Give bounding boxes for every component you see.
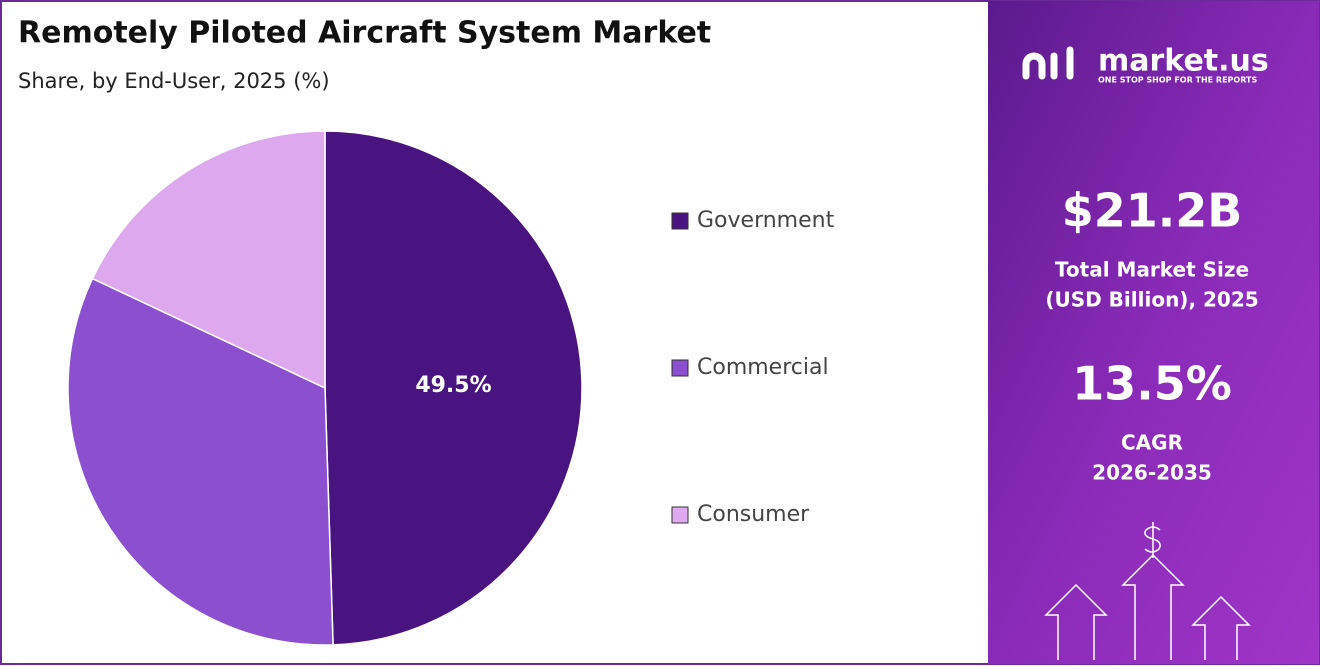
legend-label: Government <box>697 208 835 233</box>
legend-label: Consumer <box>697 502 810 527</box>
market-size: $21.2B <box>1062 184 1243 238</box>
legend-swatch <box>671 359 689 377</box>
cagr: 13.5% <box>1072 357 1232 411</box>
pie-slice <box>67 277 334 646</box>
cagr-label: 2026-2035 <box>1092 461 1212 485</box>
market-size-label: (USD Billion), 2025 <box>1045 288 1258 312</box>
legend-swatch <box>671 212 689 230</box>
data-label: 49.5% <box>415 373 491 398</box>
chart-title: Remotely Piloted Aircraft System Market <box>18 16 711 51</box>
pie-slice <box>91 130 326 390</box>
arrows-decoration <box>1044 522 1251 660</box>
market-size-label: Total Market Size <box>1055 258 1249 282</box>
logo: market.us <box>1098 44 1269 79</box>
pie: 49.5% <box>67 130 583 646</box>
cagr-label: CAGR <box>1121 431 1183 455</box>
legend-label: Commercial <box>697 355 829 380</box>
tagline: ONE STOP SHOP FOR THE REPORTS <box>1098 76 1257 85</box>
pie-slice <box>324 130 583 646</box>
legend-swatch <box>671 506 689 524</box>
chart-subtitle: Share, by End-User, 2025 (%) <box>18 69 330 93</box>
side-panel <box>988 1 1319 664</box>
logo-icon <box>1022 46 1074 80</box>
legend: Government Commercial Consumer <box>671 208 835 527</box>
